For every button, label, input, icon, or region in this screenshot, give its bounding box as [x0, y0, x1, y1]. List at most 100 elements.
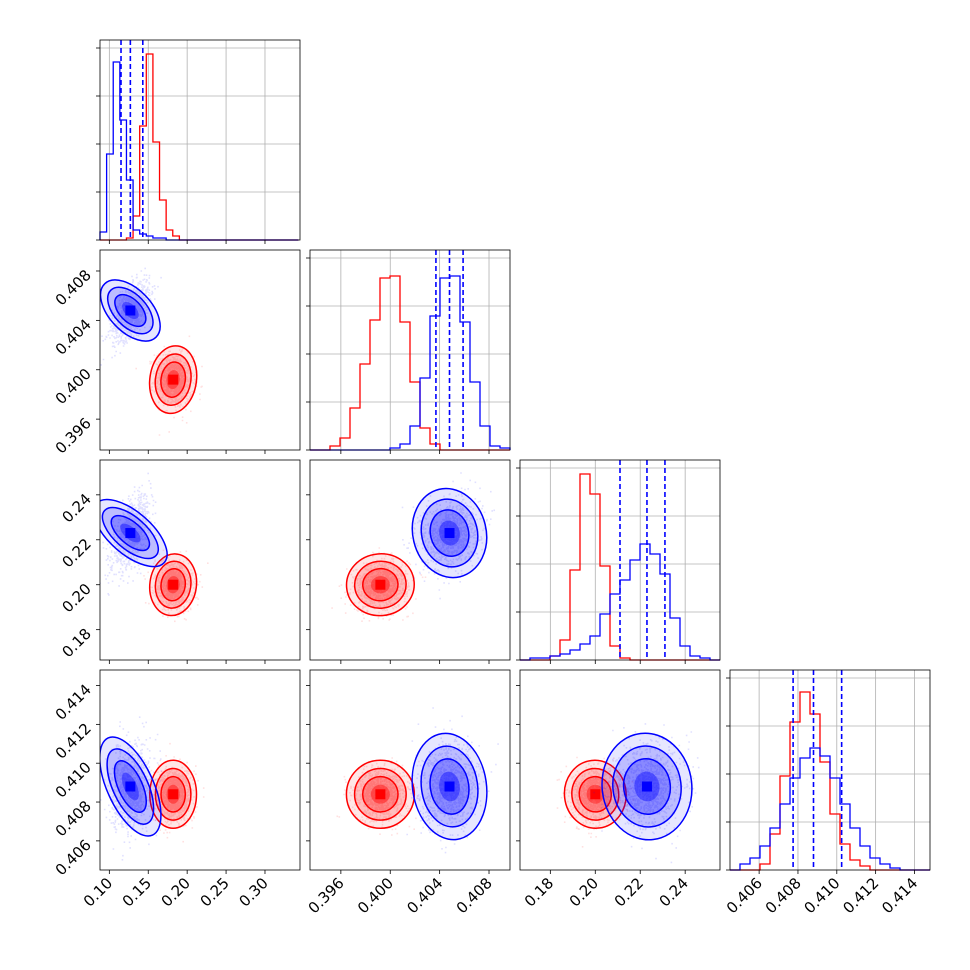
panel-frame — [309, 459, 511, 661]
panel-frame — [519, 459, 721, 661]
contour-red — [148, 345, 198, 415]
contour-blue — [100, 279, 161, 342]
panel-frame — [99, 669, 301, 871]
x-tick-label: 0.414 — [878, 874, 921, 917]
y-tick-label: 0.396 — [52, 414, 95, 457]
density-peak-red — [168, 579, 179, 590]
x-tick-label: 0.406 — [723, 874, 766, 917]
y-tick-label: 0.412 — [52, 719, 95, 762]
contour-blue — [601, 732, 693, 841]
panel-frame — [729, 669, 931, 871]
x-tick-label: 0.412 — [839, 874, 882, 917]
contour-blue — [106, 286, 154, 335]
contour-blue — [429, 758, 470, 815]
hist-panel-p0 — [96, 39, 301, 244]
contour-red — [154, 353, 192, 407]
density-peak-red — [375, 579, 386, 590]
y-tick-label: 0.24 — [58, 490, 94, 526]
contour-red — [154, 560, 192, 609]
histogram-blue — [730, 747, 930, 871]
contour-blue — [106, 748, 155, 825]
x-tick-label: 0.15 — [119, 874, 155, 910]
scatter-panel-p0-p1 — [96, 249, 301, 454]
x-tick-label: 0.408 — [453, 874, 496, 917]
x-tick-label: 0.30 — [235, 874, 271, 910]
panel-frame — [309, 669, 511, 871]
contour-red — [578, 775, 613, 813]
panel-background — [310, 460, 510, 660]
x-tick-label: 0.400 — [354, 874, 397, 917]
density-peak-blue — [125, 528, 136, 539]
density-peak-blue — [125, 305, 136, 316]
contour-red — [361, 775, 399, 813]
y-tick-label: 0.410 — [52, 758, 95, 801]
contour-red — [154, 767, 192, 821]
x-tick-label: 0.410 — [801, 874, 844, 917]
panel-frame — [309, 249, 511, 451]
x-tick-label: 0.404 — [403, 874, 446, 917]
contour-blue — [622, 758, 672, 815]
scatter-panel-p0-p2 — [96, 459, 301, 664]
hist-panel-p1 — [306, 249, 511, 454]
density-peak-red — [590, 789, 601, 800]
x-tick-label: 0.408 — [762, 874, 805, 917]
contour-red — [160, 567, 187, 602]
contour-blue — [411, 487, 488, 579]
contour-red — [148, 553, 198, 617]
panel-background — [100, 250, 300, 450]
scatter-panel-p1-p2 — [306, 459, 511, 664]
contour-red — [160, 775, 187, 813]
y-tick-label: 0.20 — [58, 580, 94, 616]
contour-blue — [420, 745, 479, 828]
x-tick-label: 0.24 — [656, 874, 692, 910]
contour-red — [362, 567, 399, 602]
contour-blue — [429, 509, 470, 557]
contour-blue — [110, 514, 151, 552]
contour-red — [571, 767, 620, 821]
scatter-panel-p0-p3 — [96, 669, 301, 874]
contour-blue — [420, 498, 479, 568]
y-tick-label: 0.18 — [58, 625, 94, 661]
y-tick-label: 0.414 — [52, 681, 95, 724]
scatter-points-blue — [593, 723, 700, 864]
density-peak-blue — [641, 781, 652, 792]
contour-blue — [101, 506, 159, 560]
x-tick-label: 0.10 — [80, 874, 116, 910]
y-tick-label: 0.404 — [52, 315, 95, 358]
y-tick-label: 0.22 — [58, 535, 94, 571]
panel-frame — [99, 459, 301, 661]
scatter-panel-p1-p3 — [306, 669, 511, 874]
contour-red — [353, 560, 407, 609]
contour-red — [149, 759, 198, 830]
x-tick-label: 0.22 — [611, 874, 647, 910]
y-tick-label: 0.408 — [52, 266, 95, 309]
density-peak-red — [168, 374, 179, 385]
contour-red — [563, 759, 627, 829]
contour-blue — [100, 498, 168, 568]
density-peak-blue — [125, 781, 136, 792]
panel-background — [520, 670, 720, 870]
density-peak-blue — [444, 781, 455, 792]
hist-panel-p2 — [516, 459, 721, 664]
scatter-panel-p2-p3 — [516, 669, 721, 874]
contour-red — [160, 361, 187, 398]
x-tick-label: 0.18 — [521, 874, 557, 910]
y-tick-label: 0.406 — [52, 836, 95, 879]
contour-blue — [411, 732, 488, 841]
x-tick-label: 0.20 — [158, 874, 194, 910]
scatter-points-blue — [402, 707, 499, 854]
density-peak-red — [168, 789, 179, 800]
density-peak-blue — [444, 528, 455, 539]
panel-background — [100, 670, 300, 870]
scatter-points-blue — [100, 267, 162, 366]
hist-panel-p3 — [726, 669, 931, 874]
contour-red — [345, 759, 416, 830]
y-tick-label: 0.400 — [52, 365, 95, 408]
panel-frame — [99, 249, 301, 451]
contour-blue — [114, 293, 147, 328]
x-tick-label: 0.25 — [197, 874, 233, 910]
y-tick-label: 0.408 — [52, 797, 95, 840]
contour-red — [345, 553, 415, 617]
x-tick-label: 0.396 — [305, 874, 348, 917]
